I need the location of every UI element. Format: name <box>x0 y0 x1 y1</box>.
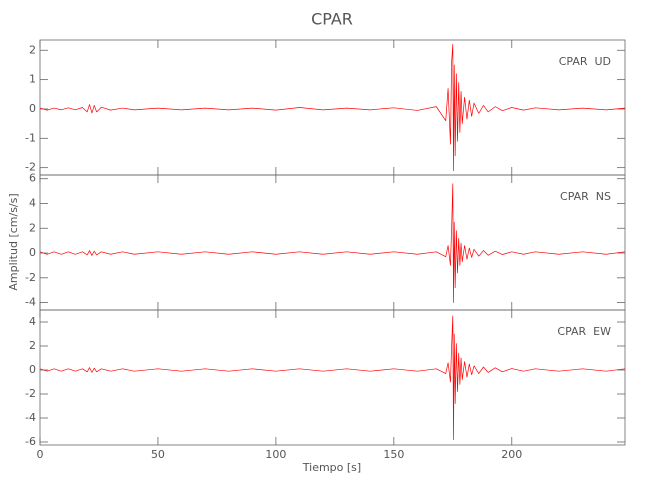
x-tick-label: 100 <box>265 448 286 461</box>
y-tick-label: 2 <box>29 221 36 234</box>
plot-frame <box>39 174 626 311</box>
y-tick-label: 0 <box>29 363 36 376</box>
y-tick-label: -2 <box>25 161 36 174</box>
x-axis-label: Tiempo [s] <box>302 461 361 474</box>
x-tick-label: 50 <box>151 448 165 461</box>
y-tick-label: -2 <box>25 387 36 400</box>
y-tick-label: 0 <box>29 246 36 259</box>
waveform <box>39 44 626 171</box>
x-tick-label: 0 <box>37 448 44 461</box>
y-tick-label: 1 <box>29 73 36 86</box>
plot-frame <box>39 309 626 446</box>
x-tick-label: 150 <box>383 448 404 461</box>
y-tick-label: 6 <box>29 172 36 185</box>
y-tick-label: 4 <box>29 315 36 328</box>
y-axis-label: Amplitud [cm/s/s] <box>7 193 20 290</box>
plot-frame <box>39 39 626 176</box>
y-tick-label: -6 <box>25 435 36 448</box>
panel-label: CPAR EW <box>557 325 611 338</box>
panel-label: CPAR NS <box>560 190 611 203</box>
x-tick-label: 200 <box>501 448 522 461</box>
y-tick-label: 0 <box>29 102 36 115</box>
panel-label: CPAR UD <box>559 55 611 68</box>
waveform <box>39 183 626 303</box>
y-tick-label: 2 <box>29 339 36 352</box>
y-tick-label: -4 <box>25 296 36 309</box>
y-tick-label: -1 <box>25 131 36 144</box>
y-tick-label: -2 <box>25 271 36 284</box>
waveform <box>39 315 626 440</box>
chart-title: CPAR <box>311 10 353 29</box>
y-tick-label: 2 <box>29 43 36 56</box>
y-tick-label: -4 <box>25 411 36 424</box>
y-tick-label: 4 <box>29 196 36 209</box>
